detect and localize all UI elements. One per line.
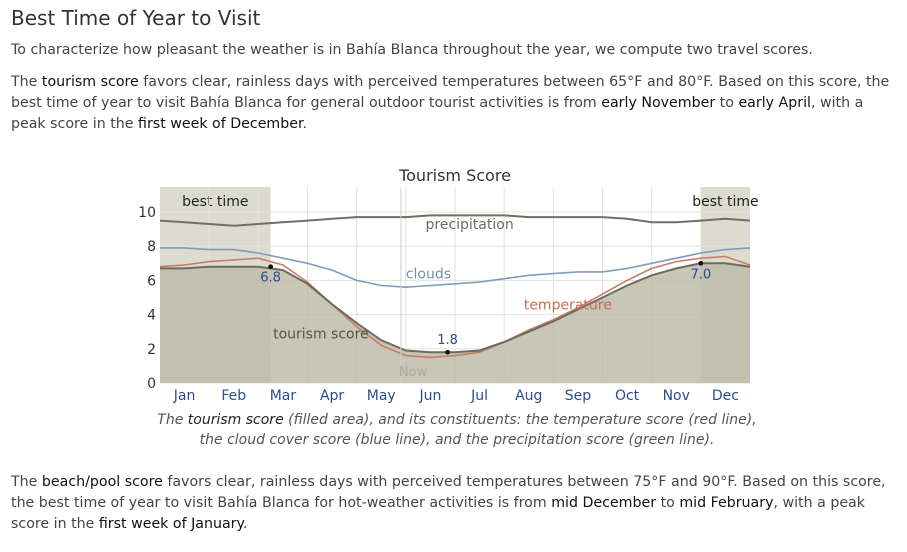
text: . — [302, 116, 308, 132]
page-title: Best Time of Year to Visit — [11, 6, 261, 30]
x-tick-label: Apr — [320, 388, 344, 404]
y-tick-label: 2 — [147, 342, 156, 358]
score-annotation: 6.8 — [260, 271, 281, 286]
text: . — [242, 516, 248, 532]
best-end: early April — [738, 95, 811, 111]
x-tick-label: Oct — [615, 388, 640, 404]
precipitation-line — [159, 214, 751, 227]
series-label-precipitation: precipitation — [426, 217, 514, 233]
chart-caption: The tourism score (filled area), and its… — [146, 410, 768, 450]
score-point — [268, 264, 274, 270]
clouds-line — [160, 247, 751, 289]
best-start: early November — [601, 95, 716, 111]
series-label-tourism-score: tourism score — [273, 327, 369, 343]
text: , with a peak score in the — [11, 95, 864, 132]
text: to — [715, 95, 739, 111]
chart-title: Tourism Score — [398, 166, 511, 185]
peak-week: first week of December — [138, 116, 303, 132]
text: , with a peak score in the — [11, 495, 865, 532]
tourism-paragraph: The tourism score favors clear, rainless… — [11, 72, 901, 135]
x-tick-label: Jan — [173, 388, 196, 404]
beach-paragraph: The beach/pool score favors clear, rainl… — [11, 472, 901, 535]
tourism-score-line — [160, 262, 751, 354]
beach-end: mid February — [679, 495, 774, 511]
now-label: Now — [399, 365, 428, 380]
x-tick-label: Sep — [565, 388, 592, 404]
text: (filled area), and its constituents: the… — [199, 412, 757, 448]
series-label-temperature: temperature — [524, 297, 612, 313]
text: favors clear, rainless days with perceiv… — [11, 74, 890, 111]
x-tick-label: Dec — [712, 388, 739, 404]
series-label-clouds: clouds — [406, 267, 451, 283]
y-tick-label: 6 — [147, 273, 156, 289]
best-time-label: best time — [692, 194, 758, 210]
tourism-score-term: tourism score — [41, 74, 139, 90]
text: The — [11, 74, 42, 90]
x-tick-label: Mar — [270, 388, 297, 404]
x-tick-label: Jul — [470, 388, 488, 404]
beach-start: mid December — [551, 495, 657, 511]
beach-peak-week: first week of January — [98, 516, 243, 532]
x-tick-label: Aug — [515, 388, 542, 404]
text: The — [157, 412, 188, 428]
y-tick-label: 10 — [138, 205, 156, 221]
tourism-score-area — [160, 263, 750, 383]
beach-score-term: beach/pool score — [41, 474, 163, 490]
score-point — [445, 349, 451, 355]
caption-tourism-term: tourism score — [187, 412, 284, 428]
x-tick-label: Nov — [663, 388, 690, 404]
intro-paragraph: To characterize how pleasant the weather… — [11, 42, 813, 58]
best-time-label: best time — [182, 194, 248, 210]
text: The — [11, 474, 42, 490]
y-tick-label: 4 — [147, 308, 156, 324]
score-point — [698, 260, 704, 266]
score-annotation: 7.0 — [690, 267, 711, 282]
x-tick-label: Feb — [221, 388, 246, 404]
tourism-score-chart: best time best time Now precipitation clou… — [138, 166, 758, 404]
temperature-line — [159, 255, 751, 359]
text: to — [656, 495, 680, 511]
y-tick-label: 8 — [147, 239, 156, 255]
x-tick-label: May — [367, 388, 396, 404]
text: favors clear, rainless days with perceiv… — [11, 474, 886, 511]
y-tick-label: 0 — [147, 376, 156, 392]
score-annotation: 1.8 — [437, 333, 458, 348]
x-tick-label: Jun — [418, 388, 441, 404]
